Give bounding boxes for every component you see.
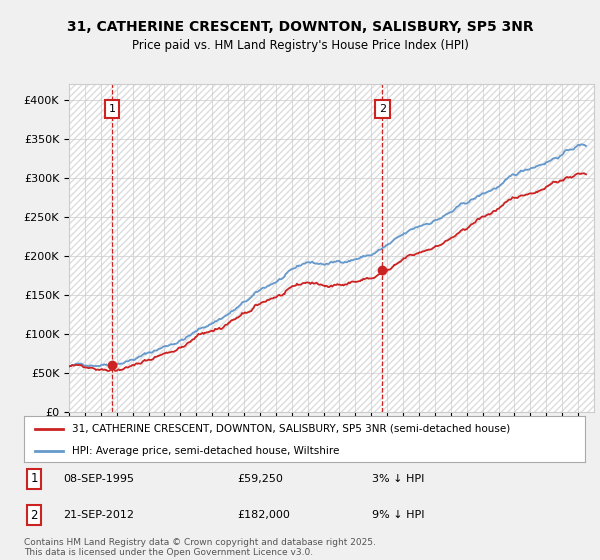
- Text: 31, CATHERINE CRESCENT, DOWNTON, SALISBURY, SP5 3NR (semi-detached house): 31, CATHERINE CRESCENT, DOWNTON, SALISBU…: [71, 424, 510, 434]
- Text: 08-SEP-1995: 08-SEP-1995: [63, 474, 134, 484]
- Text: 21-SEP-2012: 21-SEP-2012: [63, 510, 134, 520]
- Text: 31, CATHERINE CRESCENT, DOWNTON, SALISBURY, SP5 3NR: 31, CATHERINE CRESCENT, DOWNTON, SALISBU…: [67, 20, 533, 34]
- Text: HPI: Average price, semi-detached house, Wiltshire: HPI: Average price, semi-detached house,…: [71, 446, 339, 455]
- Text: 9% ↓ HPI: 9% ↓ HPI: [372, 510, 424, 520]
- Text: 3% ↓ HPI: 3% ↓ HPI: [372, 474, 424, 484]
- Text: 1: 1: [109, 104, 115, 114]
- Text: 1: 1: [31, 473, 38, 486]
- Text: £182,000: £182,000: [237, 510, 290, 520]
- Text: Price paid vs. HM Land Registry's House Price Index (HPI): Price paid vs. HM Land Registry's House …: [131, 39, 469, 52]
- Text: Contains HM Land Registry data © Crown copyright and database right 2025.
This d: Contains HM Land Registry data © Crown c…: [24, 538, 376, 557]
- Text: £59,250: £59,250: [237, 474, 283, 484]
- Text: 2: 2: [31, 508, 38, 521]
- Text: 2: 2: [379, 104, 386, 114]
